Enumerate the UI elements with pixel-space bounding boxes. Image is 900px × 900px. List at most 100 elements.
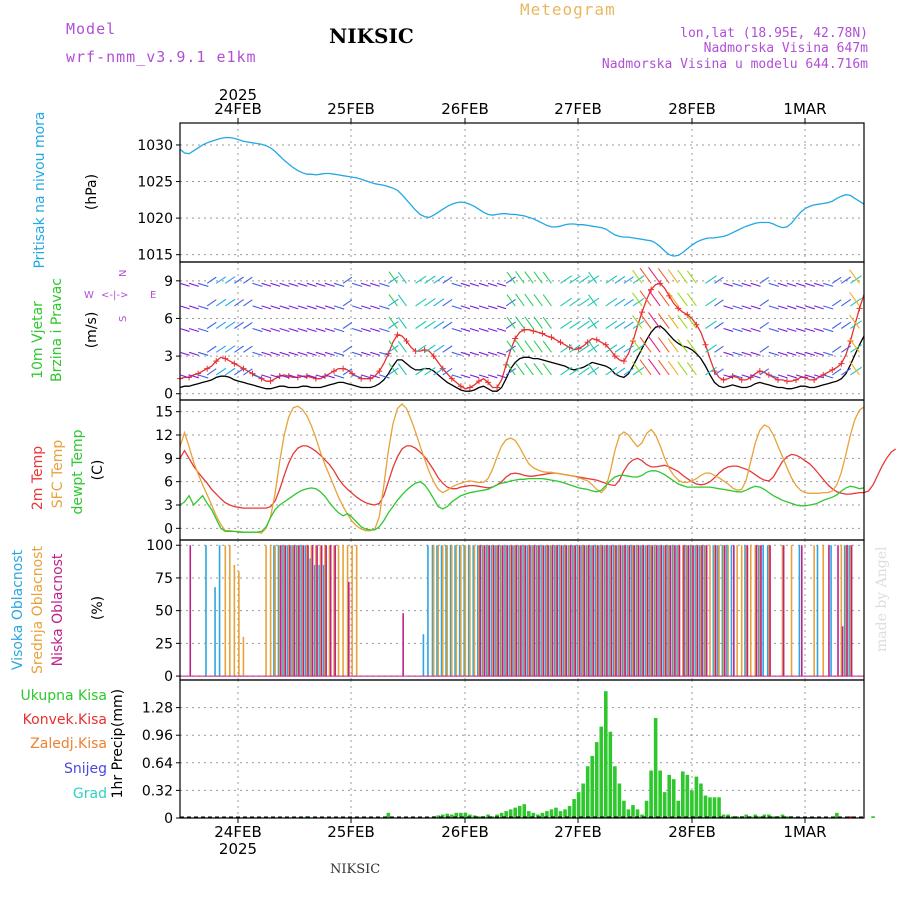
wind-arrow: [632, 366, 645, 376]
precip_total-bar: [463, 812, 468, 818]
wind-arrow: [279, 327, 290, 333]
day-label-bottom: 28FEB: [668, 823, 715, 841]
wind-arrow: [505, 299, 516, 307]
wind-arrow: [324, 305, 335, 310]
gust-marker: [430, 353, 437, 360]
wind-arrow: [361, 282, 371, 287]
wind-arrow: [252, 351, 263, 356]
wind-arrow: [197, 327, 209, 333]
precip_total-bar: [676, 800, 681, 818]
precip_total-bar: [436, 815, 440, 818]
wind-arrow: [252, 305, 263, 310]
wind-arrow: [433, 367, 445, 376]
wind-arrow: [795, 351, 806, 356]
wind-arrow: [270, 351, 281, 356]
wind-arrow: [487, 374, 498, 379]
wind-arrow: [777, 374, 788, 379]
wind-arrow: [279, 282, 290, 287]
wind-arrow: [288, 305, 299, 310]
wind-arrow: [648, 335, 661, 353]
wind-arrow: [639, 312, 652, 329]
wind-arrow: [569, 298, 581, 307]
wind-arrow: [270, 305, 281, 310]
wind-arrow: [723, 374, 734, 379]
wind-arrow: [224, 298, 236, 307]
wind-arrow: [804, 327, 816, 333]
wind-arrow: [804, 282, 816, 287]
wind-arrow: [206, 276, 217, 284]
day-label-bottom: 26FEB: [441, 823, 488, 841]
precip_total-bar: [440, 814, 445, 818]
wind-arrow: [361, 327, 371, 332]
wind-arrow: [723, 305, 734, 310]
cloud-unit: (%): [90, 596, 106, 620]
wind-arrow: [333, 351, 345, 356]
precip_total-bar: [712, 797, 717, 818]
wind-arrow: [750, 374, 761, 379]
precip_total-bar: [508, 809, 513, 818]
wind-arrow: [524, 362, 534, 376]
wind-arrow: [333, 374, 345, 379]
gust-marker: [548, 334, 555, 341]
wind-arrow: [397, 363, 407, 376]
wind-arrow: [686, 293, 697, 307]
wind-arrow: [632, 320, 645, 329]
wind-arrow: [252, 327, 263, 333]
gust-marker: [783, 378, 790, 385]
wind-arrow: [657, 313, 670, 329]
wind-arrow: [777, 305, 788, 310]
wind-arrow: [560, 320, 573, 329]
gust-marker: [231, 360, 238, 367]
wind-arrow: [542, 316, 552, 329]
y-tick-label: 12: [155, 428, 173, 444]
wind-arrow: [188, 327, 199, 333]
precip_total-bar: [617, 783, 622, 818]
wind-arrow: [515, 293, 525, 307]
precip_total-bar: [585, 766, 590, 818]
wind-arrow: [831, 345, 842, 353]
wind-arrow: [487, 351, 498, 356]
wind-arrow: [460, 282, 471, 287]
wind-arrow: [741, 282, 752, 287]
wind-arrow: [849, 338, 860, 353]
y-tick-label: 6: [164, 475, 173, 491]
wind-arrow: [849, 292, 860, 307]
wind-arrow: [388, 293, 398, 307]
wind-arrow: [578, 298, 590, 307]
wind-arrow: [560, 297, 573, 307]
wind-arrow: [786, 351, 797, 356]
wind-arrow: [261, 305, 272, 310]
wind-arrow: [496, 327, 507, 332]
wind-arrow: [234, 345, 244, 353]
compass-e: E: [150, 290, 156, 301]
wind-arrow: [324, 282, 335, 287]
wind-arrow: [632, 297, 645, 307]
wind-arrow: [460, 374, 471, 379]
precip-legend-hail: Grad: [73, 786, 107, 802]
wind-arrow: [750, 282, 761, 287]
precip_total-bar: [459, 812, 463, 818]
wind-arrow: [667, 314, 679, 329]
wind-arrow: [588, 363, 598, 376]
precip_total-bar: [726, 814, 730, 818]
wind-arrow: [324, 374, 335, 379]
gust-marker: [512, 335, 519, 342]
precip_total-bar: [445, 813, 450, 818]
wind-arrow: [831, 321, 842, 329]
wind-arrow: [279, 305, 290, 310]
model-run-label: wrf-nmm_v3.9.1 e1km: [66, 48, 257, 66]
y-tick-label: 1030: [137, 138, 173, 154]
wind-arrow: [243, 345, 253, 353]
gust-marker: [639, 309, 646, 316]
precip_total-bar: [667, 774, 672, 818]
wind-arrow: [841, 299, 852, 307]
gust-marker: [485, 379, 492, 386]
wind-arrow: [388, 344, 399, 353]
wind-arrow: [206, 368, 217, 376]
precip_total-bar: [671, 779, 676, 818]
wind-arrow: [515, 362, 525, 376]
wind-arrow: [215, 367, 227, 376]
gust-marker: [267, 378, 274, 385]
wind-arrow: [215, 321, 227, 329]
wind-arrow: [506, 363, 516, 376]
